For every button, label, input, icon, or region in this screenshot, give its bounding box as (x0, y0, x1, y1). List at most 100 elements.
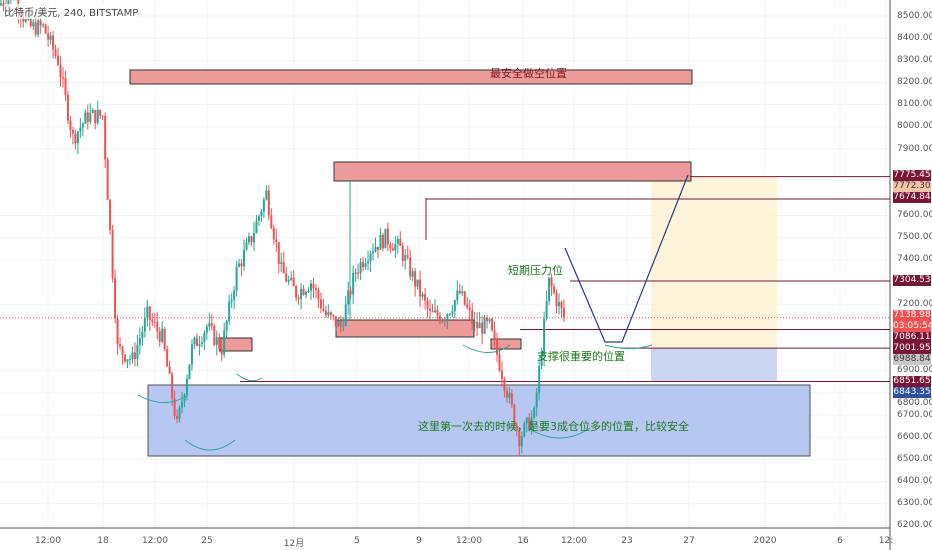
candle (545, 301, 548, 319)
candle (500, 370, 503, 380)
candle (530, 417, 533, 431)
candle (99, 109, 102, 116)
price-label: 6851.65 (893, 376, 931, 387)
candle (116, 318, 119, 345)
candle (302, 288, 305, 295)
candle (411, 271, 414, 277)
projection-arrow (564, 174, 689, 343)
candle (329, 312, 332, 315)
candle (238, 263, 241, 267)
candle (198, 344, 201, 347)
time-tick: 12:00 (35, 536, 61, 546)
candle (555, 292, 558, 307)
candle (64, 77, 67, 95)
candle (136, 344, 139, 359)
candle (401, 245, 404, 261)
candle (297, 297, 300, 300)
candle (443, 319, 446, 322)
candle (466, 304, 469, 308)
candle (205, 326, 208, 333)
arc-marker (137, 344, 653, 451)
candle (208, 323, 211, 327)
candle (101, 115, 104, 117)
resistance-box (333, 161, 692, 182)
candle (434, 310, 436, 312)
price-label: 7775.45 (893, 170, 931, 181)
candle (478, 322, 481, 329)
candle (195, 337, 198, 347)
candle (173, 398, 176, 417)
candle (176, 416, 179, 419)
candle (2, 3, 5, 6)
time-tick: 12月 (283, 539, 305, 549)
candle (364, 263, 367, 268)
price-label: 7304.53 (893, 275, 931, 286)
candle (225, 321, 228, 331)
candle (372, 251, 374, 254)
price-tick: 6600.00 (897, 432, 932, 442)
candle (525, 417, 528, 424)
candle (257, 216, 260, 221)
candle (193, 337, 196, 345)
candle (0, 3, 2, 5)
candle (406, 255, 409, 258)
candle (533, 407, 536, 418)
price-tick: 6900.00 (897, 365, 932, 375)
candle (79, 127, 82, 132)
candle (391, 248, 394, 251)
candle (436, 310, 439, 316)
candle (111, 229, 114, 278)
candle (503, 379, 506, 391)
candle (270, 215, 273, 229)
candle (49, 35, 52, 40)
candle (518, 429, 521, 447)
candle (376, 246, 379, 250)
candle (255, 220, 258, 234)
candle (473, 321, 476, 324)
candle (513, 404, 516, 426)
candle (243, 249, 246, 267)
candle (543, 318, 546, 356)
time-tick: 27 (683, 536, 695, 546)
candle (76, 131, 79, 143)
candle (558, 301, 560, 307)
candle (414, 271, 417, 287)
candle (471, 310, 474, 324)
candle (133, 352, 136, 359)
candle (57, 55, 60, 66)
price-tick: 8400.00 (897, 33, 932, 43)
candle (394, 243, 397, 251)
candle (42, 24, 45, 26)
price-tick: 6300.00 (897, 498, 932, 508)
candle (463, 291, 466, 305)
candle (223, 330, 226, 355)
candle (156, 321, 159, 332)
candle (106, 159, 109, 200)
candle (59, 65, 62, 78)
candle (272, 228, 275, 240)
candle (347, 290, 350, 305)
candle (218, 337, 221, 349)
candle (32, 22, 35, 27)
candle (520, 436, 523, 447)
candle (89, 112, 92, 122)
candle (322, 308, 325, 311)
time-tick: 12:00 (456, 536, 482, 546)
candle (540, 355, 543, 367)
candle (54, 49, 57, 56)
candle (510, 393, 513, 405)
candle (109, 199, 112, 230)
candle (493, 330, 496, 339)
candle (34, 22, 37, 35)
candle (300, 288, 303, 300)
candle (151, 320, 154, 322)
candle (29, 18, 32, 27)
candle (275, 239, 278, 243)
candle (362, 261, 365, 268)
candle (374, 246, 377, 252)
candle (94, 109, 97, 124)
candle (491, 318, 494, 331)
candle (119, 344, 122, 347)
candle (481, 322, 484, 334)
